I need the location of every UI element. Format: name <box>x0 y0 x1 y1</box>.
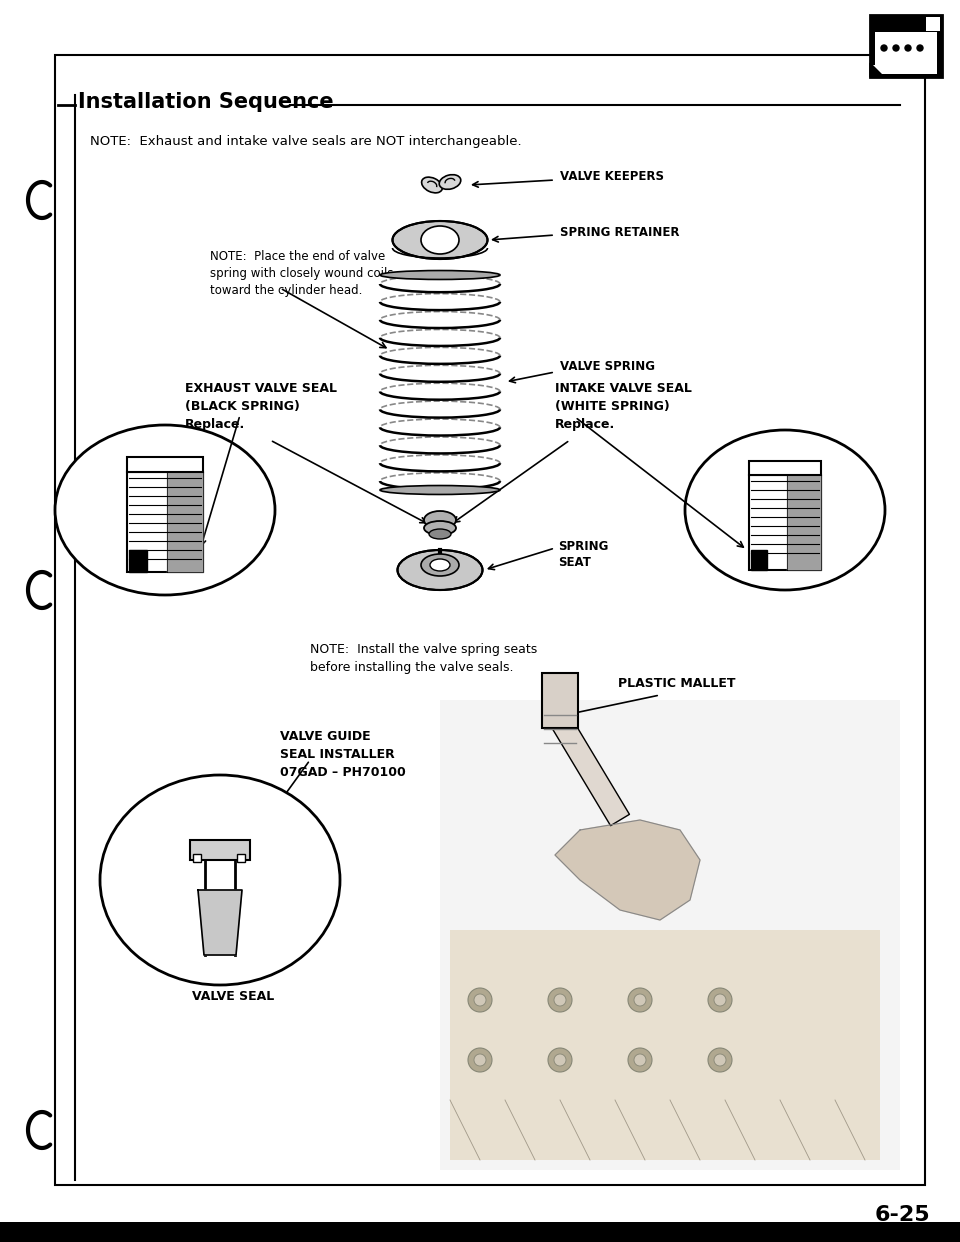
Circle shape <box>628 1048 652 1072</box>
Ellipse shape <box>421 554 459 576</box>
Circle shape <box>634 1054 646 1066</box>
Text: PLASTIC MALLET: PLASTIC MALLET <box>618 677 735 691</box>
Text: SPRING RETAINER: SPRING RETAINER <box>560 226 680 238</box>
Ellipse shape <box>421 226 459 255</box>
Text: VALVE KEEPERS: VALVE KEEPERS <box>560 170 664 184</box>
Circle shape <box>714 1054 726 1066</box>
FancyBboxPatch shape <box>926 17 940 31</box>
Circle shape <box>708 987 732 1012</box>
FancyBboxPatch shape <box>127 472 203 573</box>
Circle shape <box>628 987 652 1012</box>
Ellipse shape <box>421 178 443 193</box>
Circle shape <box>468 1048 492 1072</box>
FancyBboxPatch shape <box>870 15 942 77</box>
Circle shape <box>708 1048 732 1072</box>
Ellipse shape <box>440 175 461 189</box>
Circle shape <box>634 994 646 1006</box>
FancyBboxPatch shape <box>55 55 925 1185</box>
Ellipse shape <box>685 430 885 590</box>
FancyBboxPatch shape <box>129 550 147 573</box>
Polygon shape <box>198 891 242 955</box>
Circle shape <box>548 987 572 1012</box>
Text: SPRING
SEAT: SPRING SEAT <box>558 540 609 569</box>
Circle shape <box>554 994 566 1006</box>
Text: VALVE SEAL: VALVE SEAL <box>192 990 275 1004</box>
Ellipse shape <box>100 775 340 985</box>
Ellipse shape <box>429 529 451 539</box>
FancyBboxPatch shape <box>127 457 203 472</box>
Circle shape <box>905 45 911 51</box>
Text: 6-25: 6-25 <box>875 1205 930 1225</box>
Circle shape <box>474 1054 486 1066</box>
Polygon shape <box>555 820 700 920</box>
FancyBboxPatch shape <box>190 840 250 859</box>
Ellipse shape <box>380 271 500 279</box>
Polygon shape <box>870 63 884 77</box>
FancyBboxPatch shape <box>237 854 245 862</box>
Text: VALVE SPRING: VALVE SPRING <box>560 360 655 374</box>
Polygon shape <box>167 472 203 573</box>
Circle shape <box>881 45 887 51</box>
Circle shape <box>468 987 492 1012</box>
Circle shape <box>714 994 726 1006</box>
FancyBboxPatch shape <box>751 550 767 570</box>
FancyBboxPatch shape <box>0 1222 960 1242</box>
FancyBboxPatch shape <box>450 930 880 1160</box>
Ellipse shape <box>424 510 456 529</box>
FancyBboxPatch shape <box>875 32 937 72</box>
Text: carmanualsonline.info: carmanualsonline.info <box>640 1222 771 1235</box>
FancyBboxPatch shape <box>440 700 900 1170</box>
Text: INTAKE VALVE SEAL
(WHITE SPRING)
Replace.: INTAKE VALVE SEAL (WHITE SPRING) Replace… <box>555 383 692 431</box>
Text: NOTE:  Exhaust and intake valve seals are NOT interchangeable.: NOTE: Exhaust and intake valve seals are… <box>90 135 521 148</box>
Circle shape <box>554 1054 566 1066</box>
Ellipse shape <box>380 486 500 494</box>
Polygon shape <box>787 474 821 570</box>
FancyBboxPatch shape <box>749 461 821 474</box>
Text: VALVE GUIDE
SEAL INSTALLER
07GAD – PH70100: VALVE GUIDE SEAL INSTALLER 07GAD – PH701… <box>280 730 406 779</box>
Ellipse shape <box>430 559 450 571</box>
Circle shape <box>474 994 486 1006</box>
FancyBboxPatch shape <box>870 65 882 77</box>
Text: NOTE:  Place the end of valve
spring with closely wound coils
toward the cylinde: NOTE: Place the end of valve spring with… <box>210 250 394 297</box>
FancyBboxPatch shape <box>749 474 821 570</box>
Circle shape <box>893 45 899 51</box>
Ellipse shape <box>424 520 456 535</box>
Circle shape <box>917 45 923 51</box>
Text: EXHAUST VALVE SEAL
(BLACK SPRING)
Replace.: EXHAUST VALVE SEAL (BLACK SPRING) Replac… <box>185 383 337 431</box>
Polygon shape <box>551 714 630 826</box>
FancyBboxPatch shape <box>542 673 578 728</box>
FancyBboxPatch shape <box>875 66 937 75</box>
Ellipse shape <box>393 221 488 260</box>
Ellipse shape <box>397 550 483 590</box>
Ellipse shape <box>55 425 275 595</box>
FancyBboxPatch shape <box>193 854 201 862</box>
Text: NOTE:  Install the valve spring seats
before installing the valve seals.: NOTE: Install the valve spring seats bef… <box>310 643 538 674</box>
Circle shape <box>548 1048 572 1072</box>
Text: Installation Sequence: Installation Sequence <box>78 92 334 112</box>
